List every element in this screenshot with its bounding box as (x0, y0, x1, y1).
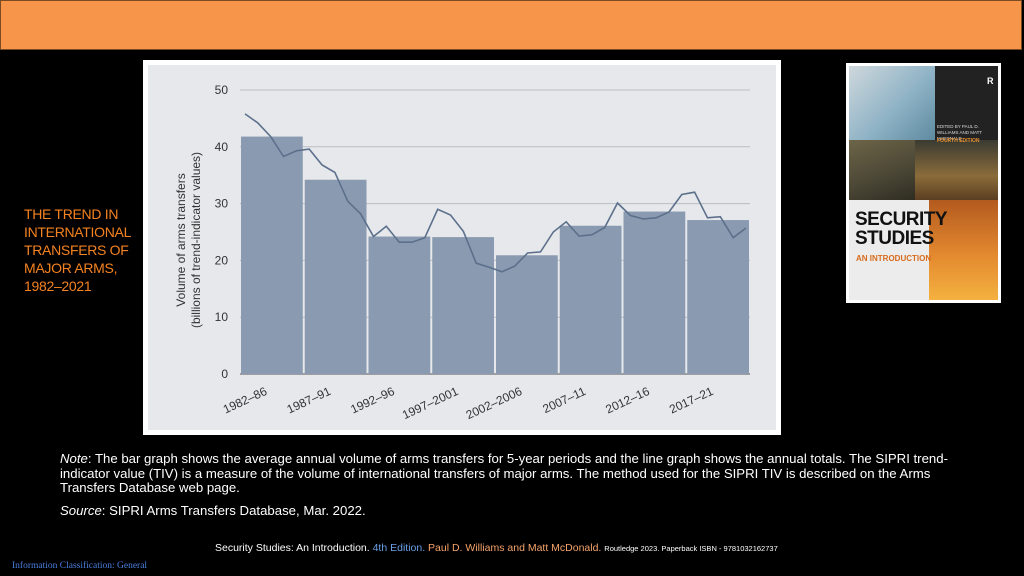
y-tick-label: 50 (215, 83, 229, 97)
chart-note: Note: The bar graph shows the average an… (60, 451, 970, 496)
x-tick-label: 2017–21 (667, 384, 716, 417)
x-tick-label: 1997–2001 (400, 384, 461, 422)
x-tick-label: 1987–91 (285, 384, 334, 417)
x-tick-label: 2007–11 (540, 384, 588, 416)
citation-authors: Paul D. Williams and Matt McDonald. (428, 542, 605, 554)
bar-2012–16 (623, 211, 686, 374)
y-tick-label: 20 (215, 253, 229, 267)
slide-title-line: THE TREND IN (24, 206, 119, 222)
citation-title: Security Studies: An Introduction. (215, 542, 373, 554)
y-axis-label-line1: Volume of arms transfers (174, 173, 188, 306)
bar-1992–96 (368, 236, 431, 374)
book-title-line1: SECURITY (855, 209, 948, 230)
book-subtitle: AN INTRODUCTION (856, 254, 932, 263)
book-photo-medical (849, 66, 935, 140)
book-cover: R EDITED BY PAUL D. WILLIAMS AND MATT Mc… (846, 63, 1001, 303)
note-text: : The bar graph shows the average annual… (60, 451, 948, 496)
bar-1997–2001 (432, 237, 494, 374)
chart-source: Source: SIPRI Arms Transfers Database, M… (60, 503, 366, 518)
slide-title-line: TRANSFERS OF (24, 242, 129, 258)
source-label: Source (60, 503, 102, 518)
book-photo-fire (929, 200, 998, 300)
bar-1982–86 (241, 136, 303, 374)
citation-edition: 4th Edition. (372, 542, 429, 554)
annual-total-line (244, 113, 747, 273)
book-citation: Security Studies: An Introduction. 4th E… (215, 542, 778, 554)
x-tick-label: 2012–16 (603, 384, 652, 417)
book-cover-art: R EDITED BY PAUL D. WILLIAMS AND MATT Mc… (849, 66, 998, 300)
x-tick-label: 1992–96 (348, 384, 397, 417)
book-title: SECURITY STUDIES (855, 209, 948, 249)
slide-title-line: 1982–2021 (24, 278, 92, 294)
bar-2007–11 (559, 225, 622, 374)
classification-label: Information Classification: General (12, 561, 148, 571)
x-tick-label: 2002–2006 (464, 384, 525, 422)
y-tick-label: 40 (215, 140, 229, 154)
y-tick-label: 30 (215, 197, 229, 211)
y-tick-label: 10 (215, 310, 229, 324)
y-tick-label: 0 (221, 367, 228, 381)
chart-frame: 0 10 20 30 40 50 1982–86 1987–91 1992–96 1997–200… (143, 60, 781, 435)
book-edition: FOURTH EDITION (937, 138, 980, 144)
y-axis-label-line2: (billions of trend-indicator values) (189, 152, 203, 328)
chart-area: 0 10 20 30 40 50 1982–86 1987–91 1992–96 1997–200… (148, 65, 776, 430)
slide-title-line: MAJOR ARMS, (24, 260, 118, 276)
header-bar (0, 0, 1022, 50)
bar-2017–21 (687, 220, 749, 374)
publisher-logo-icon: R (987, 76, 994, 86)
bar-2002–2006 (496, 255, 558, 374)
slide-title-line: INTERNATIONAL (24, 224, 132, 240)
book-photo-meeting (915, 140, 998, 200)
x-tick-label: 1982–86 (221, 384, 270, 417)
citation-publisher: Routledge 2023. Paperback ISBN - 9781032… (604, 544, 778, 553)
slide-title: THE TREND IN INTERNATIONAL TRANSFERS OF … (24, 205, 154, 295)
note-label: Note (60, 451, 88, 466)
bar-1987–91 (304, 179, 367, 374)
book-title-line2: STUDIES (855, 228, 934, 249)
book-editors: EDITED BY PAUL D. WILLIAMS AND MATT McDO… (937, 124, 983, 141)
arms-transfers-chart: 0 10 20 30 40 50 1982–86 1987–91 1992–96 1997–200… (174, 83, 750, 422)
source-text: : SIPRI Arms Transfers Database, Mar. 20… (101, 503, 366, 518)
book-photo-aerial (849, 140, 915, 200)
